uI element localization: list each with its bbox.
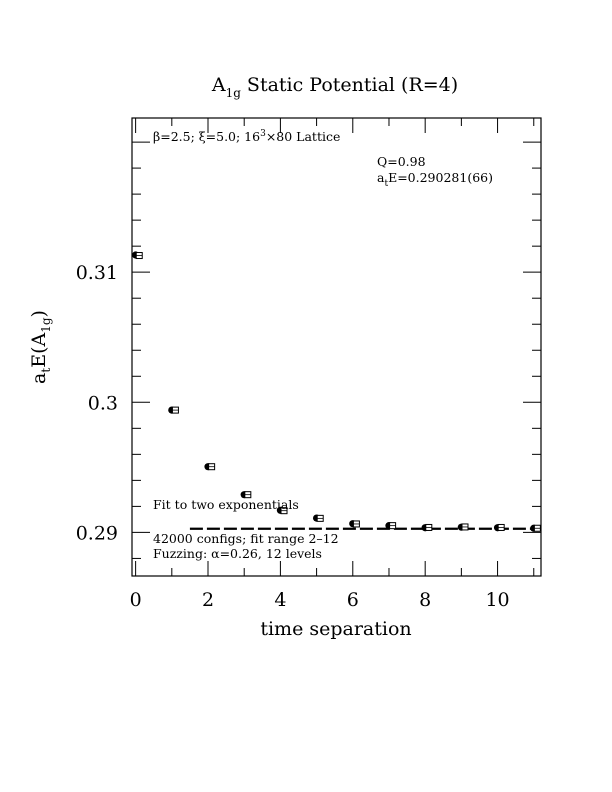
x-tick-label: 2 (202, 589, 214, 611)
data-point-square (461, 523, 469, 531)
annotation-fuzzing: Fuzzing: α=0.26, 12 levels (153, 546, 322, 561)
y-axis-label: atE(A1g) (28, 310, 53, 384)
data-point-square (316, 514, 324, 522)
x-tick-label: 0 (130, 589, 142, 611)
axis-ticks (132, 118, 541, 576)
data-point-square (352, 520, 360, 528)
annotation-q: Q=0.98 (377, 154, 426, 169)
data-point-square (244, 491, 252, 499)
y-tick-label: 0.29 (76, 522, 118, 544)
data-point-square (497, 523, 505, 531)
data-markers (132, 251, 541, 532)
annotation-configs: 42000 configs; fit range 2–12 (153, 531, 339, 546)
data-point-square (425, 523, 433, 531)
chart-title: A1g Static Potential (R=4) (211, 74, 458, 100)
data-point-square (533, 524, 541, 532)
data-point-square (135, 252, 143, 260)
annotation-energy: atE=0.290281(66) (377, 170, 493, 189)
annotation-lattice: β=2.5; ξ=5.0; 163×80 Lattice (153, 129, 340, 144)
x-tick-label: 10 (485, 589, 509, 611)
data-point-square (208, 463, 216, 471)
x-tick-label: 4 (274, 589, 286, 611)
data-point-square (171, 406, 179, 414)
y-tick-label: 0.3 (88, 392, 118, 414)
plot-frame (131, 117, 542, 577)
x-tick-label: 8 (419, 589, 431, 611)
tick-labels: 0 2 4 6 8 10 0.29 0.3 0.31 (76, 262, 510, 611)
data-point-square (389, 522, 397, 530)
x-tick-label: 6 (347, 589, 359, 611)
y-tick-label: 0.31 (76, 262, 118, 284)
annotation-fit-label: Fit to two exponentials (153, 497, 299, 512)
data-point-square (280, 507, 288, 515)
x-axis-label: time separation (260, 618, 411, 640)
